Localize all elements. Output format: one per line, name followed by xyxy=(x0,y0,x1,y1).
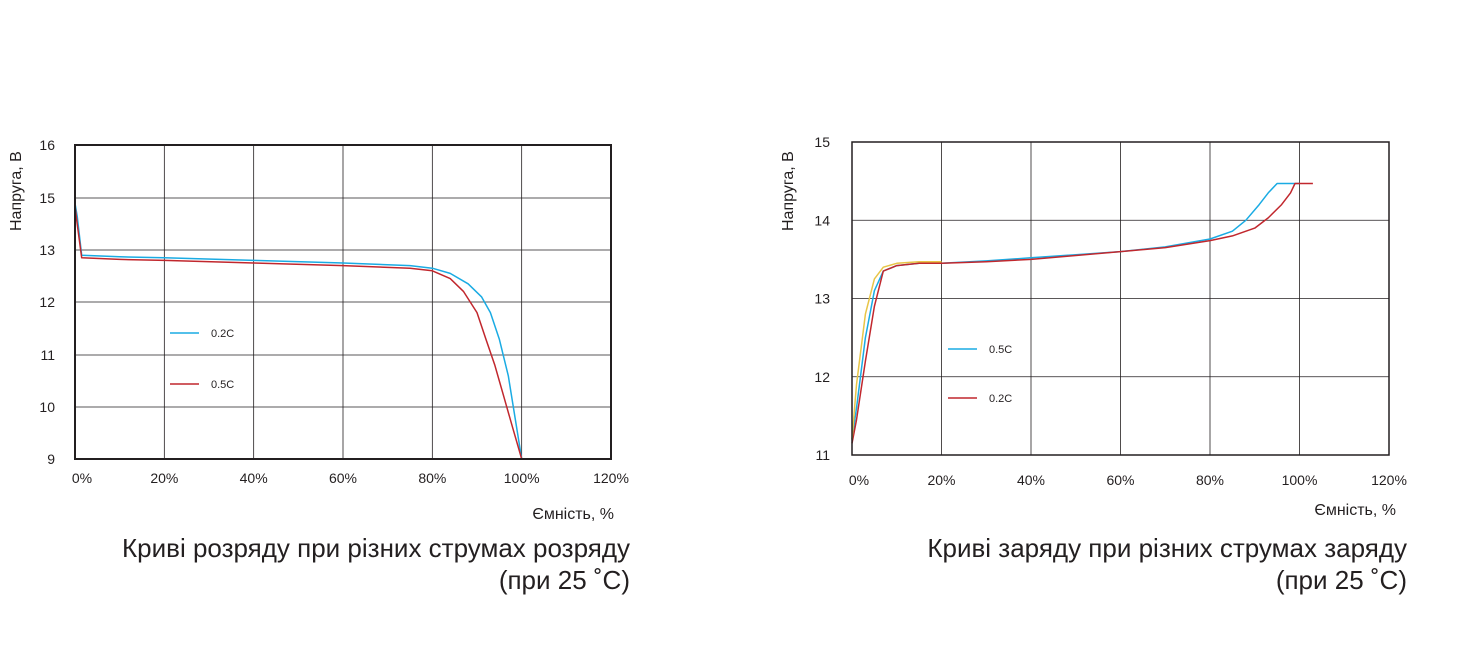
x-tick-label: 80% xyxy=(1196,472,1224,488)
series-line-0_2C xyxy=(851,182,1313,444)
y-tick-label: 13 xyxy=(39,242,55,258)
y-tick-label: 14 xyxy=(814,212,830,228)
y-tick-label: 12 xyxy=(39,294,55,310)
charge-caption: Криві заряду при різних струмах заряду (… xyxy=(836,532,1407,596)
discharge-x-ticks: 0% 20% 40% 60% 80% 100% 120% xyxy=(72,470,629,486)
x-tick-label: 80% xyxy=(418,470,446,486)
discharge-legend: 0.2C 0.5C xyxy=(170,328,234,391)
x-tick-label: 20% xyxy=(150,470,178,486)
legend-label: 0.2C xyxy=(989,393,1012,405)
y-tick-label: 11 xyxy=(815,447,830,463)
y-tick-label: 11 xyxy=(40,347,55,363)
x-tick-label: 100% xyxy=(1282,472,1318,488)
charge-legend: 0.5C 0.2C xyxy=(948,344,1012,405)
discharge-chart: 9 10 11 12 13 15 16 0% 20% 40% 60% 80% 100% 120% 0.2… xyxy=(8,137,629,523)
charge-grid xyxy=(852,142,1389,455)
series-line-unnamed xyxy=(851,260,942,440)
charge-plot-frame xyxy=(851,141,1390,456)
y-tick-label: 13 xyxy=(814,291,830,307)
discharge-caption: Криві розряду при різних струмах розряду… xyxy=(60,532,630,596)
x-tick-label: 120% xyxy=(593,470,629,486)
discharge-x-axis-label: Ємність, % xyxy=(532,506,614,523)
x-tick-label: 40% xyxy=(240,470,268,486)
y-tick-label: 10 xyxy=(39,399,55,415)
x-tick-label: 0% xyxy=(849,472,869,488)
x-tick-label: 60% xyxy=(329,470,357,486)
series-line-0_5C xyxy=(74,205,523,460)
legend-label: 0.2C xyxy=(211,328,234,340)
x-tick-label: 0% xyxy=(72,470,92,486)
charge-caption-line2: (при 25 ˚С) xyxy=(1275,565,1407,595)
series-line-0_2C xyxy=(74,203,523,460)
legend-label: 0.5C xyxy=(211,379,234,391)
x-tick-label: 100% xyxy=(504,470,540,486)
charge-caption-line1: Криві заряду при різних струмах заряду xyxy=(927,533,1407,563)
y-tick-label: 15 xyxy=(814,134,830,150)
series-line-0_5C xyxy=(851,182,1300,440)
y-tick-label: 16 xyxy=(39,137,55,153)
y-tick-label: 9 xyxy=(47,451,55,467)
x-tick-label: 120% xyxy=(1371,472,1407,488)
charge-y-ticks: 11 12 13 14 15 xyxy=(814,134,830,463)
legend-label: 0.5C xyxy=(989,344,1012,356)
x-tick-label: 60% xyxy=(1106,472,1134,488)
discharge-y-axis-label: Напруга, В xyxy=(8,151,25,231)
y-tick-label: 12 xyxy=(814,369,830,385)
discharge-caption-line2: (при 25 ˚С) xyxy=(498,565,630,595)
discharge-caption-line1: Криві розряду при різних струмах розряду xyxy=(122,533,630,563)
y-tick-label: 15 xyxy=(39,190,55,206)
x-tick-label: 20% xyxy=(927,472,955,488)
discharge-series-lines xyxy=(74,203,523,460)
charge-y-axis-label: Напруга, В xyxy=(780,151,797,231)
discharge-plot-frame xyxy=(74,144,612,460)
x-tick-label: 40% xyxy=(1017,472,1045,488)
charge-x-ticks: 0% 20% 40% 60% 80% 100% 120% xyxy=(849,472,1407,488)
charge-series-lines xyxy=(851,182,1313,444)
discharge-y-ticks: 9 10 11 12 13 15 16 xyxy=(39,137,55,467)
charge-x-axis-label: Ємність, % xyxy=(1314,502,1396,519)
discharge-grid xyxy=(75,145,611,459)
